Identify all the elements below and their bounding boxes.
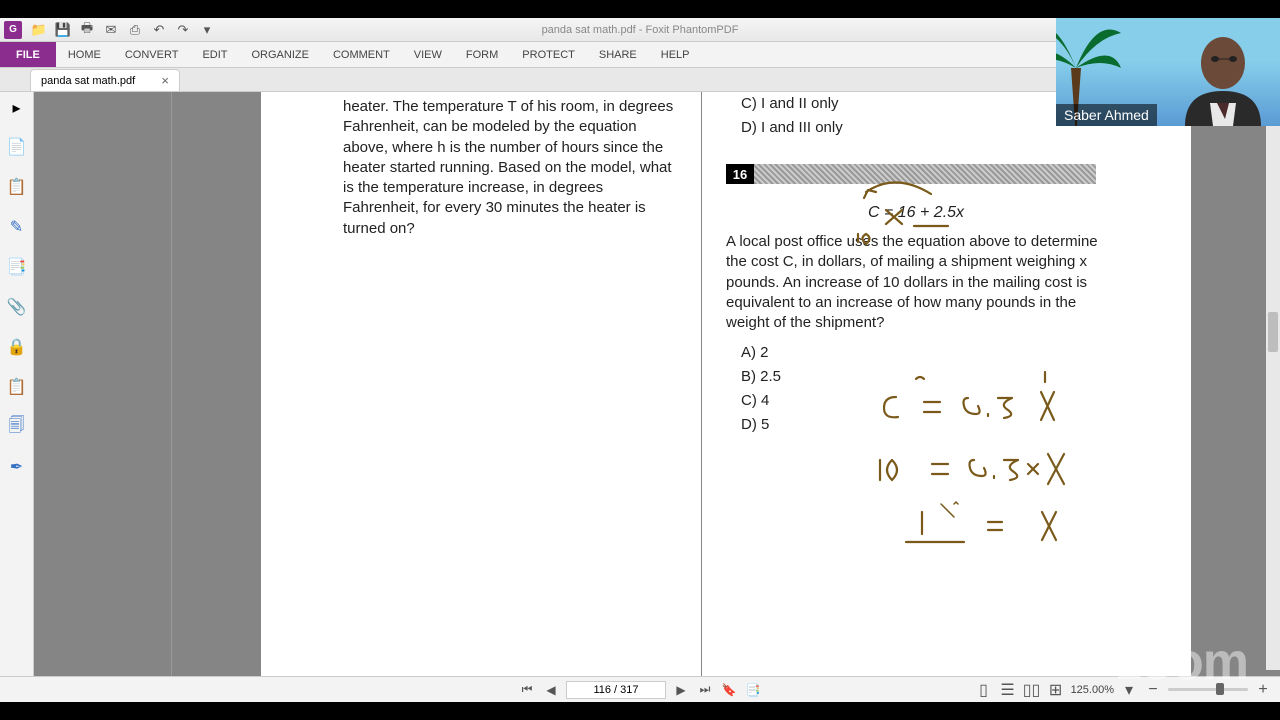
tab-protect[interactable]: PROTECT [510, 42, 587, 67]
qat-dropdown-icon[interactable]: ▾ [198, 21, 216, 39]
email-icon[interactable]: ✉ [102, 21, 120, 39]
tab-home[interactable]: HOME [56, 42, 113, 67]
single-page-icon[interactable]: ▯ [975, 681, 993, 699]
tab-comment[interactable]: COMMENT [321, 42, 402, 67]
zoom-watermark: zoom [1116, 632, 1248, 692]
lock-icon[interactable]: 🔒 [6, 336, 28, 358]
window-title: panda sat math.pdf - Foxit PhantomPDF [542, 24, 739, 36]
next-page-icon[interactable]: ▶ [672, 681, 690, 699]
main-area: ▸ 📄 📋 ✎ 📑 📎 🔒 📋 🗐 ✒ heater. The temperat… [0, 92, 1280, 696]
last-page-icon[interactable]: ⏭ [696, 681, 714, 699]
option-c: C) 4 [741, 389, 1106, 413]
page-navigation: ⏮ ◀ ▶ ⏭ 🔖 📑 [518, 681, 762, 699]
continuous-facing-icon[interactable]: ⊞ [1047, 681, 1065, 699]
left-column: heater. The temperature T of his room, i… [343, 97, 683, 239]
tab-convert[interactable]: CONVERT [113, 42, 191, 67]
tab-file[interactable]: FILE [0, 42, 56, 67]
answer-options: A) 2 B) 2.5 C) 4 D) 5 [741, 341, 1106, 437]
prev-page-icon[interactable]: ◀ [542, 681, 560, 699]
tab-help[interactable]: HELP [649, 42, 702, 67]
undo-icon[interactable]: ↶ [150, 21, 168, 39]
tab-form[interactable]: FORM [454, 42, 510, 67]
form-icon[interactable]: 📋 [6, 376, 28, 398]
page-icon[interactable]: 📄 [6, 136, 28, 158]
question-number: 16 [726, 164, 754, 184]
tab-view[interactable]: VIEW [402, 42, 454, 67]
document-tab[interactable]: panda sat math.pdf × [30, 69, 180, 91]
right-column: C) I and II only D) I and III only 16 C … [726, 92, 1106, 437]
pdf-page: heater. The temperature T of his room, i… [261, 92, 1191, 696]
option-c: C) I and II only [741, 92, 1106, 116]
question-header: 16 [726, 164, 1096, 184]
tab-share[interactable]: SHARE [587, 42, 649, 67]
column-divider [701, 92, 702, 696]
continuous-icon[interactable]: ☰ [999, 681, 1017, 699]
page-input[interactable] [566, 681, 666, 699]
tab-edit[interactable]: EDIT [190, 42, 239, 67]
tab-organize[interactable]: ORGANIZE [240, 42, 321, 67]
vertical-scrollbar[interactable] [1266, 92, 1280, 670]
bookmark2-icon[interactable]: 📑 [744, 681, 762, 699]
document-view[interactable]: heater. The temperature T of his room, i… [172, 92, 1280, 696]
layers-icon[interactable]: 📑 [6, 256, 28, 278]
option-d: D) 5 [741, 413, 1106, 437]
pen-icon[interactable]: ✒ [6, 456, 28, 478]
quick-access-toolbar: 📁 💾 🖶 ✉ ⎙ ↶ ↷ ▾ [30, 21, 216, 39]
open-icon[interactable]: 📁 [30, 21, 48, 39]
highlight-icon[interactable]: ✎ [6, 216, 28, 238]
scrollbar-thumb[interactable] [1268, 312, 1278, 352]
prev-question-answers: C) I and II only D) I and III only [741, 92, 1106, 140]
print-icon[interactable]: 🖶 [78, 21, 96, 39]
first-page-icon[interactable]: ⏮ [518, 681, 536, 699]
attachment-icon[interactable]: 📎 [6, 296, 28, 318]
bookmark-icon[interactable]: 🔖 [720, 681, 738, 699]
signatures-icon[interactable]: 🗐 [6, 416, 28, 438]
close-icon[interactable]: × [161, 73, 169, 88]
panel-toggle-icon[interactable]: ▸ [12, 98, 20, 118]
app-icon[interactable]: G [4, 21, 22, 39]
scan-icon[interactable]: ⎙ [126, 21, 144, 39]
video-participant[interactable]: Saber Ahmed [1056, 18, 1280, 126]
thumbnail-panel [34, 92, 172, 696]
zoom-percentage[interactable]: 125.00% [1071, 684, 1114, 696]
redo-icon[interactable]: ↷ [174, 21, 192, 39]
top-letterbox [0, 0, 1280, 18]
person-silhouette [1155, 31, 1275, 126]
left-toolbar: ▸ 📄 📋 ✎ 📑 📎 🔒 📋 🗐 ✒ [0, 92, 34, 696]
bottom-letterbox [0, 702, 1280, 720]
option-b: B) 2.5 [741, 365, 1106, 389]
zoom-in-icon[interactable]: + [1254, 681, 1272, 699]
facing-icon[interactable]: ▯▯ [1023, 681, 1041, 699]
left-question-text: heater. The temperature T of his room, i… [343, 98, 673, 237]
equation: C = 16 + 2.5x [726, 204, 1106, 222]
option-a: A) 2 [741, 341, 1106, 365]
question-body: A local post office uses the equation ab… [726, 232, 1106, 333]
status-bar: ⏮ ◀ ▶ ⏭ 🔖 📑 ▯ ☰ ▯▯ ⊞ 125.00% ▾ − + [0, 676, 1280, 702]
option-d: D) I and III only [741, 116, 1106, 140]
document-tab-name: panda sat math.pdf [41, 75, 135, 87]
save-icon[interactable]: 💾 [54, 21, 72, 39]
clipboard-icon[interactable]: 📋 [6, 176, 28, 198]
participant-name: Saber Ahmed [1056, 104, 1157, 126]
